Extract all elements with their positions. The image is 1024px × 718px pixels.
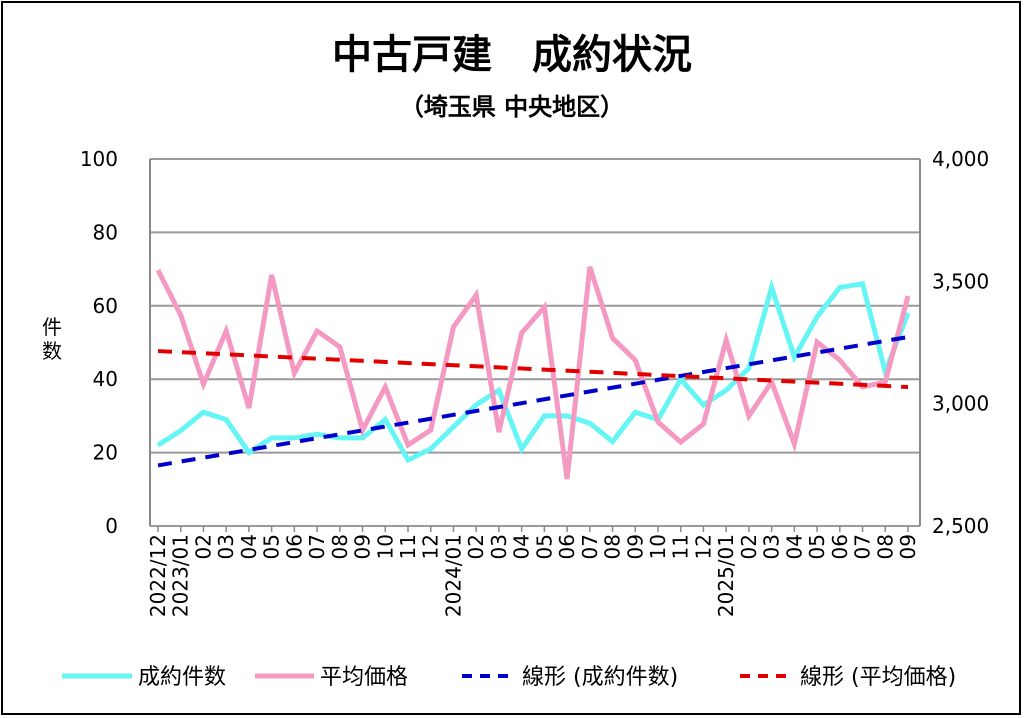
trendline-count (157, 335, 909, 468)
x-tick-label: 04 (510, 534, 534, 559)
x-tick-label: 06 (555, 534, 579, 559)
x-tick-label: 10 (646, 534, 670, 559)
trendline-price (157, 349, 909, 390)
x-tick-label: 11 (669, 534, 693, 559)
x-tick-label: 10 (373, 534, 397, 559)
x-tick-label: 06 (828, 534, 852, 559)
y-tick-label-left: 20 (93, 441, 118, 465)
chart-subtitle: （埼玉県 中央地区） (400, 93, 624, 121)
x-tick-label: 2022/12 (146, 534, 170, 617)
y-tick-label-left: 100 (80, 147, 118, 171)
x-tick-label: 05 (805, 534, 829, 559)
legend-label: 線形 (平均価格) (800, 665, 956, 690)
x-tick-label: 2023/01 (169, 534, 193, 617)
x-tick-label: 09 (351, 534, 375, 559)
x-tick-label: 02 (464, 534, 488, 559)
x-tick-label: 09 (623, 534, 647, 559)
x-tick-label: 02 (737, 534, 761, 559)
y-tick-label-left: 80 (93, 220, 118, 244)
y-tick-label-right: 3,000 (932, 392, 989, 416)
y-axis-label-char: 数 (42, 339, 62, 363)
y-tick-label-right: 2,500 (932, 514, 989, 538)
x-tick-label: 04 (782, 534, 806, 559)
x-tick-label: 04 (237, 534, 261, 559)
x-tick-label: 2025/01 (714, 534, 738, 617)
legend-label: 線形 (成約件数) (522, 665, 678, 690)
x-tick-label: 12 (691, 534, 715, 559)
x-tick-label: 03 (487, 534, 511, 559)
x-tick-label: 08 (328, 534, 352, 559)
x-tick-label: 02 (191, 534, 215, 559)
x-tick-label: 06 (282, 534, 306, 559)
x-tick-label: 09 (896, 534, 920, 559)
x-tick-label: 07 (851, 534, 875, 559)
y-tick-label-right: 4,000 (932, 147, 989, 171)
x-tick-label: 08 (601, 534, 625, 559)
x-tick-label: 07 (305, 534, 329, 559)
y-tick-label-left: 60 (93, 294, 118, 318)
x-tick-label: 2024/01 (441, 534, 465, 617)
x-tick-label: 12 (419, 534, 443, 559)
series-line-price (155, 266, 911, 480)
x-tick-label: 07 (578, 534, 602, 559)
y-tick-label-right: 3,500 (932, 269, 989, 293)
y-axis-label-char: 件 (42, 315, 62, 339)
legend-label: 成約件数 (138, 665, 226, 690)
x-tick-label: 08 (873, 534, 897, 559)
series-line-count (156, 278, 911, 464)
y-tick-label-left: 0 (105, 514, 118, 538)
chart-title: 中古戸建 成約状況 (332, 32, 692, 78)
y-tick-label-left: 40 (93, 367, 118, 391)
x-tick-label: 05 (260, 534, 284, 559)
x-tick-label: 11 (396, 534, 420, 559)
x-tick-label: 03 (760, 534, 784, 559)
legend-label: 平均価格 (320, 665, 408, 690)
x-tick-label: 05 (532, 534, 556, 559)
x-tick-label: 03 (214, 534, 238, 559)
